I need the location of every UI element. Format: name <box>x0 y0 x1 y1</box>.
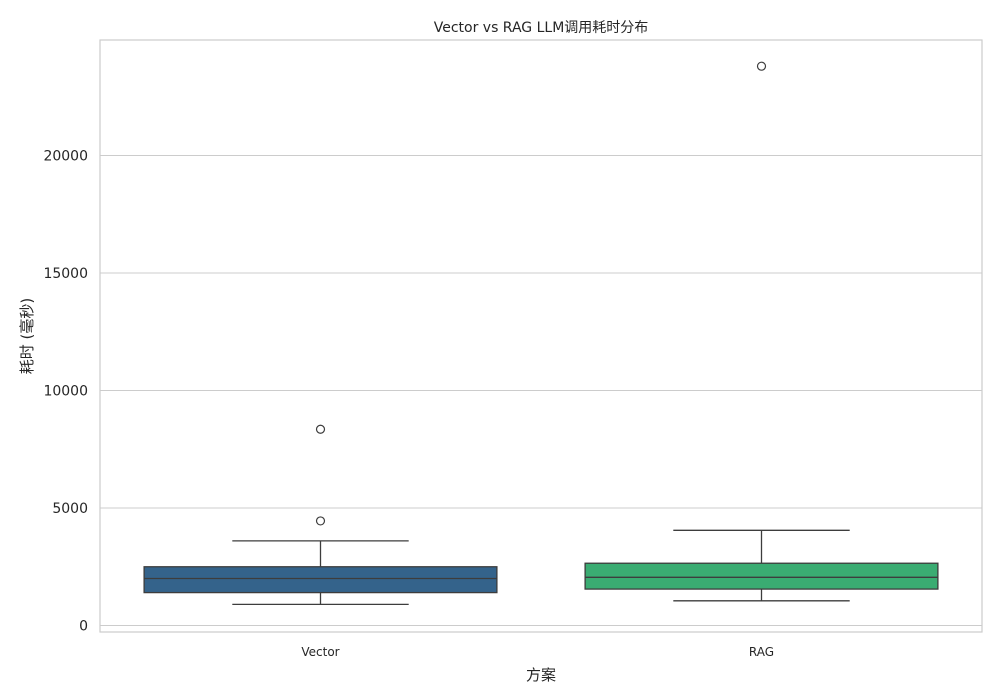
x-axis-ticks: Vector RAG <box>301 645 774 659</box>
box-vector <box>143 424 498 605</box>
plot-frame <box>99 39 983 633</box>
gridlines <box>100 155 982 626</box>
x-tick-label-vector: Vector <box>301 645 339 659</box>
y-tick-label-20000: 20000 <box>43 149 88 165</box>
y-axis-label: 耗时 (毫秒) <box>18 298 36 374</box>
y-tick-label-10000: 10000 <box>43 384 88 400</box>
outlier-vector-0 <box>315 516 326 526</box>
y-tick-label-5000: 5000 <box>52 501 88 517</box>
chart-title: Vector vs RAG LLM调用耗时分布 <box>434 20 649 36</box>
box-iqr-rag <box>584 562 939 590</box>
outlier-rag-0 <box>756 61 767 71</box>
y-axis-ticks: 0 5000 10000 15000 20000 <box>43 149 88 635</box>
y-tick-label-15000: 15000 <box>43 266 88 282</box>
x-axis-label: 方案 <box>526 666 556 684</box>
x-tick-label-rag: RAG <box>749 645 774 659</box>
y-tick-label-0: 0 <box>79 619 88 635</box>
boxes <box>143 61 939 605</box>
box-iqr-vector <box>143 566 498 594</box>
box-rag <box>584 61 939 602</box>
outlier-vector-1 <box>315 424 326 434</box>
